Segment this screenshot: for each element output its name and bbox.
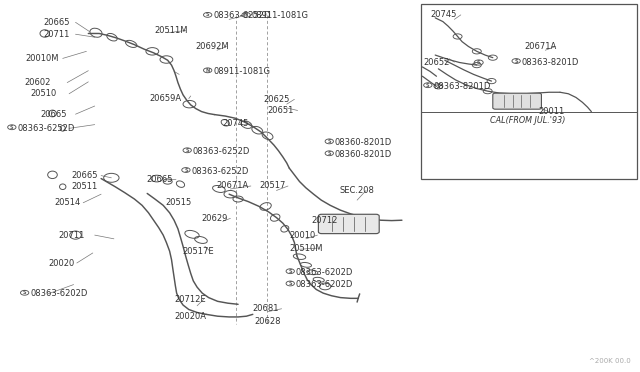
Text: SEC.208: SEC.208 <box>339 186 374 195</box>
Text: 08911-1081G: 08911-1081G <box>213 67 270 76</box>
Text: 08363-6202D: 08363-6202D <box>296 268 353 277</box>
Text: S: S <box>426 83 429 88</box>
Text: N: N <box>205 68 210 73</box>
Text: 20659A: 20659A <box>149 94 181 103</box>
Text: 08363-6202D: 08363-6202D <box>30 289 88 298</box>
Text: 20651: 20651 <box>268 106 294 115</box>
Text: 20602: 20602 <box>24 78 51 87</box>
Text: 20711: 20711 <box>44 30 70 39</box>
Text: N: N <box>244 12 248 17</box>
Text: 20020A: 20020A <box>174 312 206 321</box>
Text: 20510: 20510 <box>31 89 57 98</box>
Text: S: S <box>328 151 331 156</box>
Text: ^200K 00.0: ^200K 00.0 <box>589 358 630 364</box>
Text: 20020: 20020 <box>48 259 74 267</box>
Text: 20515: 20515 <box>165 198 191 207</box>
Text: 08363-6252D: 08363-6252D <box>191 167 249 176</box>
Text: 20665: 20665 <box>44 18 70 27</box>
Text: S: S <box>206 12 209 17</box>
Text: 20671A: 20671A <box>216 182 248 190</box>
Text: 20517: 20517 <box>259 182 285 190</box>
Text: S: S <box>23 290 26 295</box>
Text: 08360-8201D: 08360-8201D <box>335 138 392 147</box>
Text: S: S <box>186 148 189 153</box>
Text: 08360-8201D: 08360-8201D <box>335 150 392 159</box>
Text: 20511: 20511 <box>72 182 98 191</box>
Text: 20652: 20652 <box>424 58 450 67</box>
Text: 08363-8201D: 08363-8201D <box>522 58 579 67</box>
Text: S: S <box>289 281 292 286</box>
Text: S: S <box>184 167 188 173</box>
Text: 20011: 20011 <box>539 107 565 116</box>
Text: S: S <box>436 84 440 89</box>
Text: 20514: 20514 <box>54 198 81 207</box>
FancyBboxPatch shape <box>319 214 380 234</box>
Text: 20625: 20625 <box>264 95 290 104</box>
Text: 08363-6252D: 08363-6252D <box>193 147 250 156</box>
Text: 20010M: 20010M <box>26 54 59 63</box>
Text: S: S <box>515 58 518 64</box>
Text: 20712: 20712 <box>312 216 338 225</box>
Text: 20665: 20665 <box>40 110 67 119</box>
Text: S: S <box>328 139 331 144</box>
Text: 20517E: 20517E <box>182 247 214 256</box>
Text: 08363-8201D: 08363-8201D <box>433 82 491 91</box>
Text: 20629: 20629 <box>202 214 228 223</box>
Text: CAL(FROM JUL.'93): CAL(FROM JUL.'93) <box>490 116 566 125</box>
FancyBboxPatch shape <box>421 4 637 179</box>
Text: S: S <box>10 125 13 130</box>
FancyBboxPatch shape <box>493 93 541 109</box>
Text: 20681: 20681 <box>253 304 279 313</box>
Text: 20510M: 20510M <box>289 244 323 253</box>
Text: 20010: 20010 <box>289 231 316 240</box>
Text: 08363-6252D: 08363-6252D <box>17 124 75 133</box>
Text: 20745: 20745 <box>430 10 456 19</box>
Text: 20712E: 20712E <box>174 295 205 304</box>
Text: 20665: 20665 <box>146 175 172 184</box>
Text: 20511M: 20511M <box>155 26 188 35</box>
Text: 20745: 20745 <box>223 119 249 128</box>
Text: 20711: 20711 <box>59 231 85 240</box>
Text: 08363-6252D: 08363-6252D <box>213 12 271 20</box>
Text: 20628: 20628 <box>255 317 281 326</box>
Text: 20665: 20665 <box>72 171 98 180</box>
Text: 20671A: 20671A <box>525 42 557 51</box>
Text: S: S <box>477 60 481 65</box>
Text: 08363-6202D: 08363-6202D <box>296 280 353 289</box>
Text: 08911-1081G: 08911-1081G <box>252 12 308 20</box>
Text: 20692M: 20692M <box>195 42 229 51</box>
Text: S: S <box>289 269 292 274</box>
